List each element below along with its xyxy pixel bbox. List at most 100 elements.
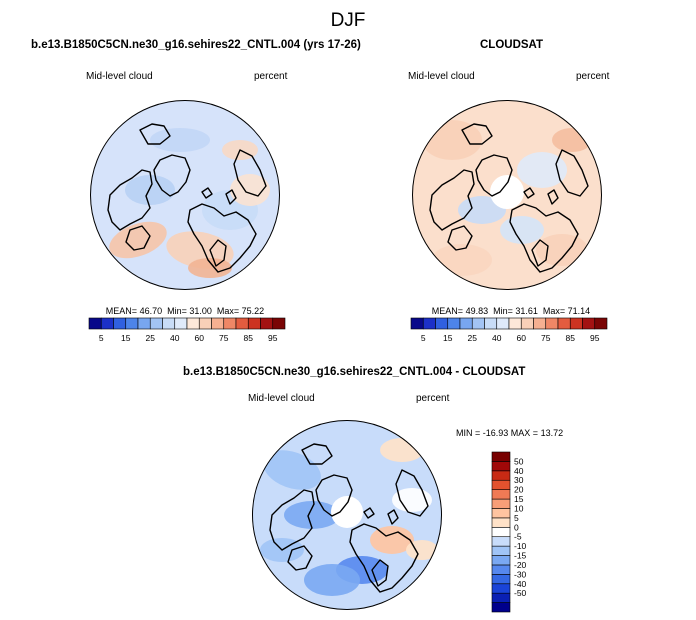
panel1-title: b.e13.B1850C5CN.ne30_g16.sehires22_CNTL.… — [31, 39, 361, 51]
figure-title: DJF — [330, 10, 366, 31]
cloud-field-region — [422, 120, 482, 160]
colorbar-box — [491, 602, 511, 613]
cloud-field-region — [500, 216, 544, 244]
coastline — [371, 559, 389, 587]
coastline — [523, 187, 535, 199]
colorbar-box — [569, 317, 583, 330]
colorbar-tick-label: 40 — [170, 333, 180, 343]
coastline — [287, 545, 313, 571]
cloud-field-region — [552, 128, 592, 152]
colorbar-box — [557, 317, 571, 330]
coastline — [139, 123, 171, 145]
colorbar-box — [471, 317, 485, 330]
panel3-max: 13.72 — [540, 428, 564, 438]
cloud-field-region — [284, 501, 340, 529]
coastline — [387, 509, 399, 525]
panel1-left-label: Mid-level cloud — [86, 71, 153, 82]
panel1-stats: MEAN= 46.70 Min= 31.00 Max= 75.22 — [0, 306, 370, 316]
coastline — [555, 149, 589, 197]
coastline — [349, 523, 419, 593]
colorbar-tick-label: 40 — [514, 466, 524, 476]
panel1-min: 31.00 — [189, 306, 212, 316]
coastline — [209, 239, 227, 267]
panel3-max-label: MAX = — [508, 428, 541, 438]
map-border — [252, 420, 442, 610]
cloud-field-region — [517, 152, 567, 188]
colorbar-box — [113, 317, 127, 330]
cloud-field-region — [304, 564, 360, 596]
coastline — [547, 189, 559, 205]
colorbar-tick-label: 50 — [514, 456, 524, 466]
colorbar-box — [545, 317, 559, 330]
coastline — [315, 474, 353, 517]
colorbar-tick-label: 85 — [566, 333, 576, 343]
colorbar-box — [174, 317, 188, 330]
coastline — [153, 154, 191, 197]
panel3-map — [252, 420, 442, 610]
colorbar-tick-label: 75 — [219, 333, 229, 343]
colorbar-box — [88, 317, 102, 330]
coastline — [395, 469, 429, 517]
panel1-right-label: percent — [254, 71, 288, 82]
panel3-min-label: MIN = — [456, 428, 483, 438]
cloud-field-region — [392, 488, 432, 512]
panel2-mean-label: MEAN= — [431, 306, 466, 316]
colorbar-box — [491, 489, 511, 500]
colorbar-box — [484, 317, 498, 330]
coastline — [531, 239, 549, 267]
panel2-max: 71.14 — [567, 306, 591, 316]
colorbar-box — [186, 317, 200, 330]
panel3-right-label: percent — [416, 393, 450, 404]
colorbar-box — [223, 317, 237, 330]
panel2-min: 31.61 — [515, 306, 538, 316]
colorbar-box — [491, 555, 511, 566]
coastline — [225, 189, 237, 205]
colorbar-box — [137, 317, 151, 330]
colorbar-box — [491, 564, 511, 575]
colorbar-tick-label: -30 — [514, 569, 527, 579]
colorbar-box — [491, 592, 511, 603]
missing-data-region — [490, 175, 524, 209]
colorbar-tick-label: 85 — [244, 333, 254, 343]
panel2-colorbar: 5 15 25 40 60 75 85 95 — [410, 317, 608, 343]
colorbar-box — [520, 317, 534, 330]
coastline — [107, 169, 153, 231]
panel1-mean: 46.70 — [139, 306, 163, 316]
colorbar-box — [198, 317, 212, 330]
colorbar-tick-label: -5 — [514, 532, 522, 542]
map-border — [90, 100, 280, 290]
colorbar-box — [491, 526, 511, 538]
map-border — [412, 100, 602, 290]
colorbar-tick-label: 95 — [590, 333, 600, 343]
panel2-max-label: Max= — [537, 306, 568, 316]
panel1-max-label: Max= — [211, 306, 242, 316]
panel1-min-label: Min= — [162, 306, 190, 316]
colorbar-box — [491, 574, 511, 585]
colorbar-box — [533, 317, 547, 330]
missing-data-region — [331, 496, 363, 528]
colorbar-tick-label: 0 — [514, 522, 519, 532]
panel2-left-label: Mid-level cloud — [408, 71, 475, 82]
colorbar-box — [149, 317, 163, 330]
cloud-field-region — [263, 450, 321, 490]
coastline — [269, 489, 315, 551]
colorbar-box — [582, 317, 596, 330]
panel1-mean-label: MEAN= — [105, 306, 140, 316]
colorbar-box — [435, 317, 449, 330]
colorbar-box — [491, 461, 511, 472]
cloud-field-region — [406, 540, 438, 560]
colorbar-box — [496, 317, 510, 330]
coastline — [233, 149, 267, 197]
coastline — [301, 443, 333, 465]
colorbar-box — [247, 317, 261, 330]
colorbar-tick-label: -50 — [514, 588, 527, 598]
colorbar-box — [272, 317, 286, 330]
colorbar-tick-label: 5 — [421, 333, 426, 343]
panel2-mean: 49.83 — [465, 306, 489, 316]
colorbar-tick-label: -10 — [514, 541, 527, 551]
colorbar-box — [235, 317, 249, 330]
coastline — [187, 203, 257, 273]
colorbar-box — [162, 317, 176, 330]
colorbar-tick-label: 60 — [195, 333, 205, 343]
colorbar-tick-label: 15 — [514, 494, 524, 504]
